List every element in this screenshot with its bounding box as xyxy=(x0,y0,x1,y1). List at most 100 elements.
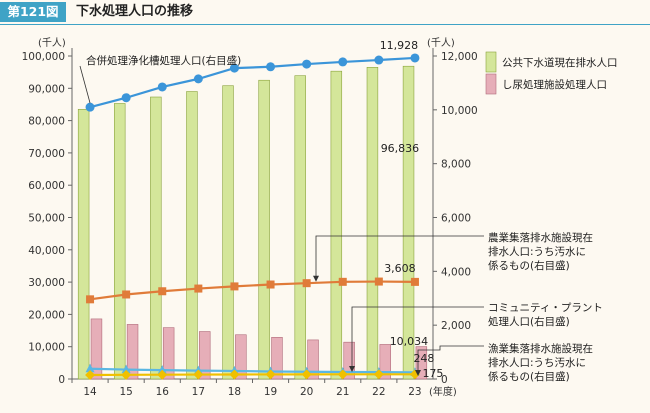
right-axis-tick-label: 2,000 xyxy=(441,320,471,332)
legend-night-soil-swatch xyxy=(485,73,497,95)
farm-village-annotation: 農業集落排水施設現在 xyxy=(488,231,593,244)
fishing-village-drainage-line xyxy=(90,373,415,377)
sewer-population-bar xyxy=(150,96,162,380)
sewer-population-bar xyxy=(222,85,234,380)
sewer-population-bar xyxy=(402,65,415,380)
left-axis-tick-label: 90,000 xyxy=(28,83,65,95)
farm-village-annotation: 係るもの(右目盛) xyxy=(488,259,570,272)
farm-village-drainage-marker xyxy=(230,282,239,291)
x-axis-tick-label: 20 xyxy=(300,386,313,398)
fishing-village-drainage-marker xyxy=(265,369,276,380)
fishing-village-annotation: 漁業集落排水施設現在 xyxy=(488,342,593,355)
farm-village-drainage-marker xyxy=(374,277,383,286)
left-axis-tick-label: 0 xyxy=(58,374,65,386)
septic-tank-marker xyxy=(338,57,348,67)
farm-village-leader-line xyxy=(315,235,484,278)
sewer-population-bar xyxy=(186,91,198,380)
septic-tank-end-value: 11,928 xyxy=(380,39,419,52)
community-plant-marker xyxy=(121,364,131,374)
fishing-village-drainage-marker xyxy=(373,369,384,380)
community-plant-marker xyxy=(85,363,95,373)
farm-village-drainage-marker xyxy=(338,277,347,286)
left-axis-tick-label: 50,000 xyxy=(28,213,65,225)
x-axis-tick-label: 19 xyxy=(264,386,277,398)
left-axis-tick-label: 100,000 xyxy=(22,51,65,63)
right-axis-unit: (千人) xyxy=(427,37,455,49)
figure-number-badge: 第121図 xyxy=(0,2,66,22)
x-axis-tick-label: 23 xyxy=(408,386,421,398)
x-axis-tick-label: 18 xyxy=(228,386,241,398)
community-plant-annotation: コミュニティ・プラント xyxy=(488,302,603,314)
night-soil-population-bar xyxy=(415,346,428,380)
fishing-village-drainage-marker xyxy=(121,369,132,380)
left-axis-tick-label: 20,000 xyxy=(28,309,65,321)
legend-night-soil-label: し尿処理施設処理人口 xyxy=(502,78,607,91)
septic-tank-marker xyxy=(302,59,312,69)
sewer-population-bar xyxy=(294,75,306,380)
septic-tank-marker xyxy=(85,102,95,112)
x-axis-tick-label: 21 xyxy=(336,386,349,398)
farm-village-end-value: 3,608 xyxy=(384,262,416,275)
sewer-population-bar xyxy=(114,103,126,380)
right-axis-tick-label: 0 xyxy=(441,374,448,386)
legend-sewer-label: 公共下水道現在排水人口 xyxy=(502,56,618,69)
legend-sewer-swatch xyxy=(485,51,497,73)
septic-tank-marker xyxy=(410,53,420,63)
sewer-population-bar xyxy=(366,67,379,380)
farm-village-drainage-line xyxy=(89,280,415,301)
community-plant-line xyxy=(90,367,415,374)
fishing-village-drainage-marker xyxy=(301,369,312,380)
sewer-population-end-value: 96,836 xyxy=(381,142,420,155)
septic-tank-line xyxy=(89,56,416,109)
fishing-village-annotation: 排水人口:うち汚水に xyxy=(488,356,586,369)
figure-title: 下水処理人口の推移 xyxy=(76,4,194,19)
night-soil-population-bar xyxy=(235,334,247,380)
x-axis-tick-label: 14 xyxy=(83,386,97,398)
sewer-population-bar xyxy=(77,108,90,380)
header-divider xyxy=(0,24,650,25)
night-soil-population-bar xyxy=(90,318,103,380)
fishing-village-drainage-marker xyxy=(337,369,348,380)
sewer-population-bar xyxy=(330,70,343,380)
farm-village-leader-arrow xyxy=(313,275,319,282)
septic-tank-annotation: 合併処理浄化槽処理人口(右目盛) xyxy=(86,54,241,67)
farm-village-drainage-marker xyxy=(410,277,419,286)
septic-tank-marker xyxy=(374,55,384,65)
night-soil-end-value: 10,034 xyxy=(390,335,429,348)
fishing-village-end-value: 175 xyxy=(422,367,443,380)
x-axis-tick-label: 16 xyxy=(156,386,170,398)
right-axis-tick-label: 10,000 xyxy=(441,105,478,117)
farm-village-drainage-marker xyxy=(302,279,311,288)
right-axis-tick-label: 8,000 xyxy=(441,159,471,171)
figure-header: 第121図 下水処理人口の推移 xyxy=(0,0,650,25)
septic-tank-marker xyxy=(193,74,203,84)
farm-village-annotation: 排水人口:うち汚水に xyxy=(488,245,586,258)
fishing-village-leader-line xyxy=(417,345,484,373)
farm-village-drainage-marker xyxy=(122,290,131,299)
fishing-village-drainage-marker xyxy=(229,369,240,380)
community-plant-marker xyxy=(157,365,167,374)
x-axis-tick-label: 17 xyxy=(192,386,205,398)
community-plant-annotation: 処理人口(右目盛) xyxy=(488,315,570,328)
night-soil-population-bar xyxy=(126,324,139,380)
septic-tank-leader-line xyxy=(79,65,91,104)
left-axis-unit: (千人) xyxy=(38,37,66,49)
left-axis-tick-label: 70,000 xyxy=(28,148,65,160)
fishing-village-drainage-marker xyxy=(157,369,168,380)
farm-village-drainage-marker xyxy=(158,287,167,296)
x-axis-tick-label: 15 xyxy=(119,386,132,398)
fishing-village-drainage-marker xyxy=(85,369,96,380)
left-axis-tick-label: 30,000 xyxy=(28,277,65,289)
right-axis-tick-label: 4,000 xyxy=(441,266,471,278)
farm-village-drainage-marker xyxy=(86,295,95,304)
fishing-village-leader-arrow xyxy=(415,370,421,376)
night-soil-population-bar xyxy=(307,339,319,380)
farm-village-drainage-marker xyxy=(194,284,203,293)
septic-tank-marker xyxy=(229,63,239,73)
sewer-population-bar xyxy=(258,79,270,380)
night-soil-population-bar xyxy=(271,337,283,380)
night-soil-population-bar xyxy=(379,344,391,380)
fishing-village-annotation: 係るもの(右目盛) xyxy=(488,370,570,383)
right-axis-tick-label: 6,000 xyxy=(441,213,471,225)
